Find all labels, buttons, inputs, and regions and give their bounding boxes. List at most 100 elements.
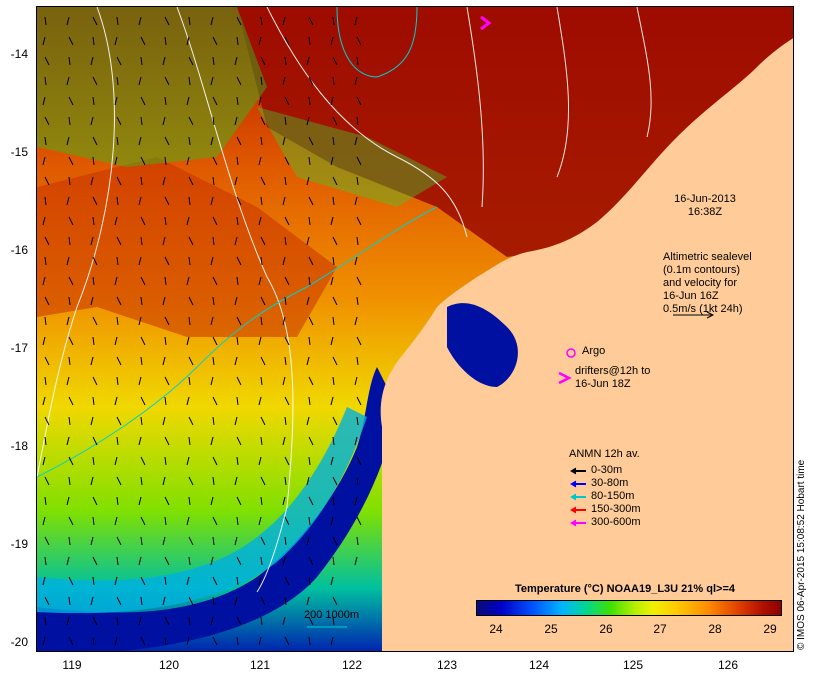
velocity-arrow (68, 36, 74, 46)
velocity-arrow (210, 556, 214, 566)
velocity-arrow (260, 616, 263, 626)
velocity-arrow (90, 296, 94, 306)
velocity-arrow (140, 36, 146, 46)
velocity-arrow (356, 176, 359, 186)
velocity-arrow (330, 156, 334, 166)
velocity-arrow (44, 436, 47, 446)
velocity-arrow (306, 416, 310, 426)
velocity-arrow (188, 436, 191, 446)
velocity-arrow (308, 76, 314, 86)
velocity-arrow (212, 636, 218, 646)
velocity-arrow (308, 556, 314, 566)
x-tick-label: 123 (436, 658, 458, 672)
velocity-arrow (284, 116, 287, 126)
velocity-arrow (140, 216, 146, 226)
velocity-arrow (284, 96, 290, 106)
x-tick-label: 125 (622, 658, 644, 672)
velocity-arrow (330, 336, 334, 346)
velocity-arrow (140, 276, 146, 286)
velocity-arrow (186, 516, 190, 526)
velocity-arrow (282, 16, 286, 26)
velocity-arrow (354, 136, 358, 146)
velocity-arrow (236, 216, 239, 226)
velocity-arrow (42, 156, 46, 166)
velocity-arrow (330, 276, 334, 286)
legend-arrow-icon (569, 506, 587, 514)
velocity-arrow (260, 56, 266, 66)
colorbar-label: 29 (763, 622, 777, 636)
warm-water-west (37, 157, 337, 337)
velocity-arrow (44, 496, 47, 506)
velocity-arrow (90, 236, 94, 246)
velocity-arrow (212, 276, 218, 286)
velocity-arrow (332, 436, 335, 446)
velocity-arrow (356, 116, 359, 126)
velocity-arrow (162, 56, 166, 66)
velocity-arrow (68, 216, 74, 226)
velocity-scale-arrowhead (706, 311, 715, 319)
velocity-arrow (284, 56, 287, 66)
velocity-arrow (354, 76, 358, 86)
velocity-arrow (92, 216, 95, 226)
velocity-arrow (308, 256, 314, 266)
velocity-arrow (92, 336, 95, 346)
velocity-arrow (162, 356, 166, 366)
velocity-arrow (354, 376, 358, 386)
velocity-arrow (332, 376, 335, 386)
anmn-legend: ANMN 12h av. 0-30m 30-80m 80-150m 150-300m 3… (569, 448, 641, 529)
velocity-arrow (44, 196, 47, 206)
velocity-arrow (68, 296, 71, 306)
velocity-arrow (162, 416, 166, 426)
velocity-arrow (236, 376, 242, 386)
velocity-arrow (332, 476, 338, 486)
velocity-arrow (186, 396, 190, 406)
velocity-arrow (212, 416, 215, 426)
velocity-arrow (114, 276, 118, 286)
velocity-arrow (308, 376, 314, 386)
velocity-arrow (236, 496, 242, 506)
velocity-arrow (138, 136, 142, 146)
velocity-arrow (260, 196, 263, 206)
anmn-legend-rows: 0-30m 30-80m 80-150m 150-300m 300-600m (569, 464, 641, 529)
velocity-arrow (188, 556, 191, 566)
velocity-arrow (68, 96, 74, 106)
velocity-arrow (258, 336, 262, 346)
velocity-arrow (42, 216, 46, 226)
land-mainland (380, 38, 793, 651)
velocity-arrow (284, 36, 290, 46)
velocity-arrow (356, 536, 359, 546)
velocity-arrow (330, 216, 334, 226)
velocity-arrow (90, 476, 94, 486)
velocity-arrow (162, 116, 166, 126)
legend-item-label: 300-600m (591, 516, 641, 528)
velocity-arrow (92, 396, 95, 406)
velocity-arrow (284, 156, 290, 166)
velocity-arrow (90, 416, 94, 426)
velocity-arrow (138, 616, 142, 626)
velocity-arrow (260, 236, 266, 246)
velocity-arrow (236, 516, 239, 526)
velocity-arrow (234, 56, 238, 66)
velocity-arrow (138, 436, 142, 446)
velocity-arrow (140, 356, 143, 366)
velocity-arrow (282, 376, 286, 386)
legend-item-label: 80-150m (591, 490, 635, 502)
velocity-arrow (114, 96, 118, 106)
velocity-arrow (116, 556, 119, 566)
velocity-arrow (234, 416, 238, 426)
velocity-arrow (66, 256, 70, 266)
velocity-arrow (354, 556, 358, 566)
velocity-arrow (356, 516, 362, 526)
velocity-arrow (284, 336, 290, 346)
velocity-arrow (164, 336, 167, 346)
velocity-arrow (258, 276, 262, 286)
velocity-arrow (188, 296, 194, 306)
velocity-arrow (356, 96, 362, 106)
velocity-arrow (92, 16, 98, 26)
velocity-arrow (332, 596, 338, 606)
velocity-arrow (114, 636, 118, 646)
velocity-arrow (236, 276, 239, 286)
velocity-arrow (114, 396, 118, 406)
velocity-arrow (282, 76, 286, 86)
velocity-arrow (186, 336, 190, 346)
